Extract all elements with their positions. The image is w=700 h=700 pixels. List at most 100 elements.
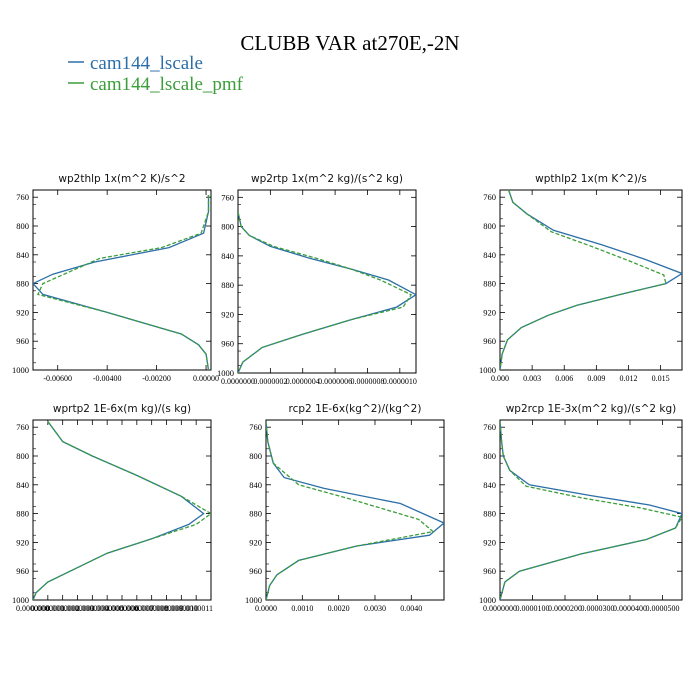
y-tick-label: 880 xyxy=(221,280,234,290)
y-tick-label: 840 xyxy=(483,250,496,260)
y-tick-label: 1000 xyxy=(12,595,29,605)
x-tick-label: 0.0040 xyxy=(400,604,422,613)
y-tick-label: 1000 xyxy=(12,365,29,375)
plot-frame xyxy=(265,419,445,601)
x-tick-label: -0.00200 xyxy=(142,374,171,383)
y-tick-label: 960 xyxy=(221,339,234,349)
plot-frame xyxy=(32,419,212,601)
y-tick-label: 840 xyxy=(483,480,496,490)
x-tick-label: 0.0000300 xyxy=(581,604,615,613)
x-tick-label: 0.0000009 xyxy=(150,604,184,613)
panel-1: wp2thlp 1x(m^2 K)/s^2 760 800 840 880 920 960 1… xyxy=(12,173,219,383)
panel-title: wpthlp2 1x(m K^2)/s xyxy=(535,173,647,185)
x-tick-label: 0.0000000 xyxy=(483,604,517,613)
x-tick-label: 0.0000007 xyxy=(120,604,154,613)
x-tick-label: 0.003 xyxy=(523,374,541,383)
series-line-cam144-lscale-pmf xyxy=(36,195,210,370)
plot-frame xyxy=(499,189,683,371)
y-tick-label: 840 xyxy=(221,251,234,261)
y-tick-label: 1000 xyxy=(479,595,496,605)
x-tick-label: 0.0000010 xyxy=(383,377,417,386)
legend-entry-2: cam144_lscale_pmf xyxy=(68,74,244,95)
y-tick-label: 840 xyxy=(16,250,29,260)
y-tick-label: 840 xyxy=(249,480,262,490)
x-tick-label: 0.0000100 xyxy=(516,604,550,613)
y-tick-label: 760 xyxy=(483,422,496,432)
x-tick-label: 0.0000002 xyxy=(46,604,80,613)
plot-frame xyxy=(499,419,683,601)
y-tick-label: 800 xyxy=(483,221,496,231)
x-tick-label: 0.0000004 xyxy=(286,377,320,386)
y-tick-label: 880 xyxy=(483,509,496,519)
panels: wp2thlp 1x(m^2 K)/s^2 760 800 840 880 920 960 1… xyxy=(12,173,683,613)
y-tick-label: 880 xyxy=(16,509,29,519)
x-tick-label: 0.0000400 xyxy=(613,604,647,613)
figure-title: CLUBB VAR at270E,-2N xyxy=(240,31,459,55)
panel-5: rcp2 1E-6x(kg^2)/(kg^2) 760 800 840 880 920 96… xyxy=(245,403,445,613)
series-line-cam144-lscale-pmf xyxy=(33,421,211,600)
legend-label-2: cam144_lscale_pmf xyxy=(90,74,244,95)
series-line-cam144-lscale-pmf xyxy=(266,421,435,600)
y-tick-label: 1000 xyxy=(217,368,234,378)
y-tick-label: 800 xyxy=(16,451,29,461)
x-tick-label: 0.0000008 xyxy=(350,377,384,386)
y-tick-label: 920 xyxy=(249,537,262,547)
y-tick-label: 760 xyxy=(16,192,29,202)
x-tick-label: 0.0000000 xyxy=(16,604,50,613)
x-tick-label: 0.0000008 xyxy=(135,604,169,613)
x-tick-label: 0.0000006 xyxy=(318,377,352,386)
x-tick-label: 0.0010 xyxy=(291,604,313,613)
y-tick-label: 920 xyxy=(221,309,234,319)
panel-3: wpthlp2 1x(m K^2)/s 760 800 840 880 920 960 100… xyxy=(479,173,683,383)
y-tick-label: 960 xyxy=(483,566,496,576)
y-tick-label: 920 xyxy=(483,537,496,547)
series-line-cam144-lscale xyxy=(238,211,416,373)
x-tick-label: 0.0000500 xyxy=(646,604,680,613)
y-tick-label: 760 xyxy=(221,192,234,202)
legend-label-1: cam144_lscale xyxy=(90,53,203,74)
panel-2: wp2rtp 1x(m^2 kg)/(s^2 kg) 760 800 840 880 92… xyxy=(217,173,417,386)
series-line-cam144-lscale xyxy=(33,421,205,600)
x-tick-label: 0.0000004 xyxy=(75,604,109,613)
x-tick-label: 0.0000002 xyxy=(253,377,287,386)
series-line-cam144-lscale-pmf xyxy=(238,211,413,373)
y-tick-label: 840 xyxy=(16,480,29,490)
y-tick-label: 760 xyxy=(483,192,496,202)
plot-frame xyxy=(32,189,212,371)
x-tick-label: -0.00400 xyxy=(93,374,122,383)
x-tick-label: 0.0000001 xyxy=(31,604,65,613)
x-tick-label: 0.00000 xyxy=(193,374,219,383)
y-tick-label: 960 xyxy=(16,566,29,576)
x-tick-label: 0.009 xyxy=(587,374,605,383)
panel-4: wprtp2 1E-6x(m kg)/(s kg) 760 800 840 880 920… xyxy=(12,403,213,613)
y-tick-label: 880 xyxy=(16,279,29,289)
y-tick-label: 800 xyxy=(221,222,234,232)
panel-title: wp2thlp 1x(m^2 K)/s^2 xyxy=(58,173,185,185)
y-tick-label: 800 xyxy=(249,451,262,461)
x-tick-label: 0.015 xyxy=(652,374,670,383)
y-tick-label: 920 xyxy=(16,307,29,317)
x-tick-label: 0.0000006 xyxy=(105,604,139,613)
x-tick-label: -0.00600 xyxy=(43,374,72,383)
y-tick-label: 880 xyxy=(483,279,496,289)
series-line-cam144-lscale xyxy=(500,190,682,370)
series-line-cam144-lscale xyxy=(33,195,210,370)
panel-6: wp2rcp 1E-3x(m^2 kg)/(s^2 kg) 760 800 840 88… xyxy=(479,403,683,613)
x-tick-label: 0.0000010 xyxy=(164,604,198,613)
y-tick-label: 800 xyxy=(483,451,496,461)
series-line-cam144-lscale xyxy=(266,421,444,600)
x-tick-label: 0.0000011 xyxy=(179,604,213,613)
x-tick-label: 0.000 xyxy=(491,374,509,383)
x-tick-label: 0.0000 xyxy=(255,604,277,613)
plot-frame xyxy=(237,189,417,374)
x-tick-label: 0.0000000 xyxy=(221,377,255,386)
x-tick-label: 0.012 xyxy=(619,374,637,383)
y-tick-label: 920 xyxy=(16,537,29,547)
panel-title: rcp2 1E-6x(kg^2)/(kg^2) xyxy=(289,403,422,415)
y-tick-label: 920 xyxy=(483,307,496,317)
x-tick-label: 0.006 xyxy=(555,374,573,383)
y-tick-label: 960 xyxy=(249,566,262,576)
y-tick-label: 960 xyxy=(483,336,496,346)
x-tick-label: 0.0030 xyxy=(364,604,386,613)
